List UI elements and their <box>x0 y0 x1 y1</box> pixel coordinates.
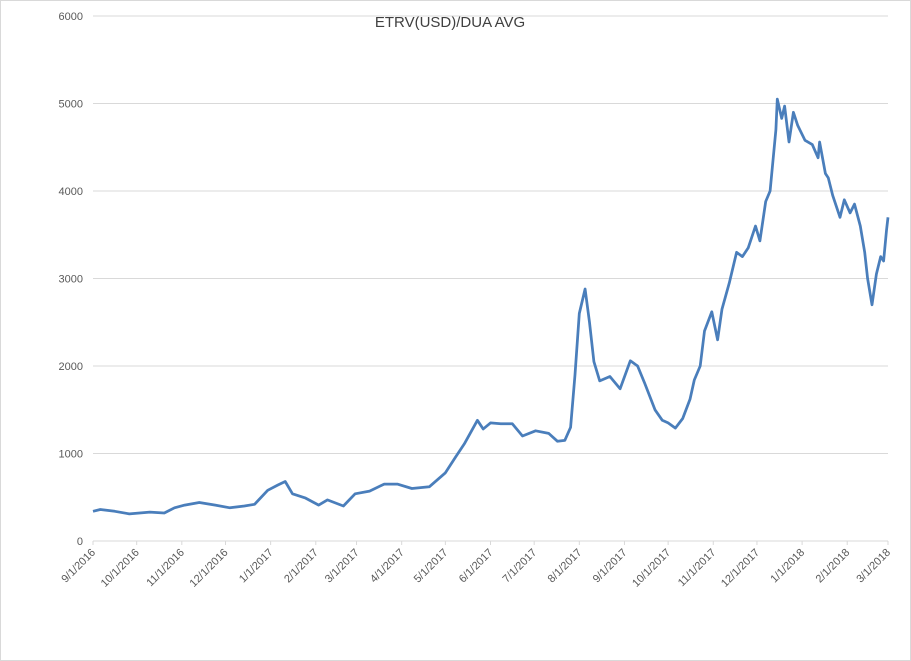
y-tick-label: 1000 <box>59 449 83 461</box>
y-tick-label: 0 <box>77 536 83 548</box>
data-line <box>92 97 890 516</box>
y-tick-label: 2000 <box>59 361 83 373</box>
chart-title: ETRV(USD)/DUA AVG <box>375 14 525 31</box>
y-tick-label: 5000 <box>59 99 83 111</box>
y-tick-label: 4000 <box>59 186 83 198</box>
y-tick-label: 6000 <box>59 11 83 23</box>
y-tick-label: 3000 <box>59 274 83 286</box>
